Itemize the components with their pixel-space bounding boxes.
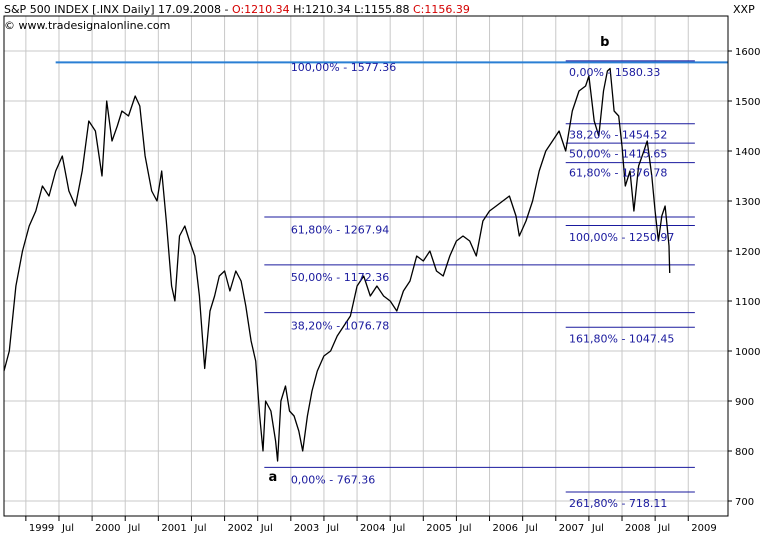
x-tick-label: Jul xyxy=(260,523,273,534)
wave-annotations: ab xyxy=(269,35,610,485)
fibonacci-labels: 100,00% - 1577.36 61,80% - 1267.94 50,00% … xyxy=(291,61,675,510)
fibonacci-lines xyxy=(55,60,728,493)
x-tick-label: 2006 xyxy=(493,523,518,534)
x-tick-label: 2003 xyxy=(294,523,319,534)
fib-level-label: 100,00% - 1250.97 xyxy=(569,231,674,244)
x-tick-label: 2004 xyxy=(360,523,385,534)
series-layer xyxy=(3,67,671,462)
plot-frame xyxy=(3,15,729,517)
x-tick-label: Jul xyxy=(657,523,670,534)
y-tick-label: 800 xyxy=(735,447,754,458)
x-tick-label: 2005 xyxy=(426,523,451,534)
y-tick-label: 1200 xyxy=(735,247,760,258)
y-tick-label: 1500 xyxy=(735,97,760,108)
x-tick-label: Jul xyxy=(193,523,206,534)
copyright-label: © www.tradesignalonline.com xyxy=(4,19,170,32)
fib-level-label: 100,00% - 1577.36 xyxy=(291,61,396,74)
header-close: C:1156.39 xyxy=(413,3,470,16)
fib-level-label: 61,80% - 1376.78 xyxy=(569,167,667,180)
header-high: H:1210.34 xyxy=(293,3,350,16)
x-tick-label: Jul xyxy=(127,523,140,534)
chart-header: S&P 500 INDEX [.INX Daily] 17.09.2008 - … xyxy=(4,3,470,16)
x-tick-label: Jul xyxy=(326,523,339,534)
x-tick-label: 2008 xyxy=(625,523,650,534)
y-tick-label: 700 xyxy=(735,497,754,508)
fib-level-label: 0,00% - 767.36 xyxy=(291,474,375,487)
y-tick-label: 1600 xyxy=(735,47,760,58)
y-axis: 700 800 900 1000 1100 1200 1300 1400 1500 1600 xyxy=(728,47,760,508)
x-tick-label: 2009 xyxy=(691,523,716,534)
x-tick-label: 1999 xyxy=(29,523,54,534)
wave-label-a: a xyxy=(269,470,278,485)
x-tick-label: Jul xyxy=(525,523,538,534)
x-tick-label: 2002 xyxy=(228,523,253,534)
x-tick-label: 2000 xyxy=(95,523,120,534)
grid-layer xyxy=(4,16,728,516)
wave-label-b: b xyxy=(600,35,609,50)
y-tick-label: 1400 xyxy=(735,147,760,158)
y-tick-label: 1100 xyxy=(735,297,760,308)
x-tick-label: Jul xyxy=(61,523,74,534)
x-tick-label: Jul xyxy=(392,523,405,534)
fib-level-label: 50,00% - 1172.36 xyxy=(291,271,389,284)
x-tick-label: 2007 xyxy=(559,523,584,534)
fib-level-label: 161,80% - 1047.45 xyxy=(569,333,674,346)
y-tick-label: 1000 xyxy=(735,347,760,358)
header-symbol: S&P 500 INDEX [.INX Daily] xyxy=(4,3,155,16)
header-low: L:1155.88 xyxy=(354,3,409,16)
fib-level-label: 261,80% - 718.11 xyxy=(569,497,667,510)
fib-level-label: 0,00% - 1580.33 xyxy=(569,66,660,79)
y-tick-label: 1300 xyxy=(735,197,760,208)
fib-level-label: 50,00% - 1415.65 xyxy=(569,148,667,161)
price-series-line xyxy=(3,67,671,462)
y-tick-label: 900 xyxy=(735,397,754,408)
fib-level-label: 38,20% - 1454.52 xyxy=(569,129,667,142)
x-axis: 1999 Jul 2000 Jul 2001 Jul 2002 Jul 2003 Jul 2004 J… xyxy=(25,516,717,534)
x-tick-label: 2001 xyxy=(161,523,186,534)
axis-symbol-label: XXP xyxy=(733,3,755,16)
header-date: 17.09.2008 xyxy=(158,3,221,16)
x-tick-label: Jul xyxy=(458,523,471,534)
fib-level-label: 61,80% - 1267.94 xyxy=(291,224,389,237)
header-open: O:1210.34 xyxy=(232,3,290,16)
x-tick-label: Jul xyxy=(591,523,604,534)
fib-level-label: 38,20% - 1076.78 xyxy=(291,320,389,333)
